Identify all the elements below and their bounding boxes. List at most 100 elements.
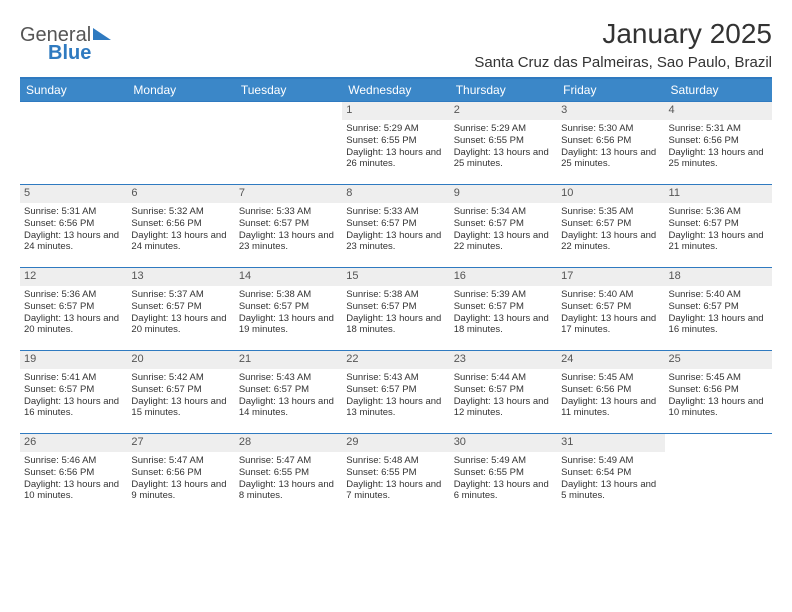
sunrise-text: Sunrise: 5:49 AM (561, 455, 660, 467)
week-row: 19Sunrise: 5:41 AMSunset: 6:57 PMDayligh… (20, 350, 772, 433)
sunrise-text: Sunrise: 5:36 AM (669, 206, 768, 218)
daylight-text: Daylight: 13 hours and 11 minutes. (561, 396, 660, 420)
day-number: . (127, 102, 234, 120)
daylight-text: Daylight: 13 hours and 23 minutes. (346, 230, 445, 254)
sunrise-text: Sunrise: 5:29 AM (346, 123, 445, 135)
sunset-text: Sunset: 6:57 PM (24, 384, 123, 396)
logo-triangle-icon (93, 28, 111, 40)
daylight-text: Daylight: 13 hours and 16 minutes. (24, 396, 123, 420)
dow-friday: Friday (557, 79, 664, 101)
day-cell: 16Sunrise: 5:39 AMSunset: 6:57 PMDayligh… (450, 268, 557, 350)
day-number: 3 (557, 102, 664, 120)
day-number: 15 (342, 268, 449, 286)
dow-monday: Monday (127, 79, 234, 101)
sunset-text: Sunset: 6:56 PM (24, 218, 123, 230)
daylight-text: Daylight: 13 hours and 24 minutes. (24, 230, 123, 254)
logo-text-2: Blue (48, 42, 91, 65)
day-cell: 6Sunrise: 5:32 AMSunset: 6:56 PMDaylight… (127, 185, 234, 267)
day-cell: 10Sunrise: 5:35 AMSunset: 6:57 PMDayligh… (557, 185, 664, 267)
daylight-text: Daylight: 13 hours and 26 minutes. (346, 147, 445, 171)
day-number: 9 (450, 185, 557, 203)
month-title: January 2025 (474, 18, 772, 50)
day-cell: 14 Sunrise: 5:38 AMSunset: 6:57 PMDayligh… (235, 268, 342, 350)
day-cell: 25Sunrise: 5:45 AMSunset: 6:56 PMDayligh… (665, 351, 772, 433)
daylight-text: Daylight: 13 hours and 19 minutes. (239, 313, 338, 337)
sunrise-text: Sunrise: 5:31 AM (669, 123, 768, 135)
dow-tuesday: Tuesday (235, 79, 342, 101)
weeks-container: ...1Sunrise: 5:29 AMSunset: 6:55 PMDayli… (20, 101, 772, 516)
sunrise-text: Sunrise: 5:29 AM (454, 123, 553, 135)
sunset-text: Sunset: 6:55 PM (239, 467, 338, 479)
sunset-text: Sunset: 6:56 PM (561, 135, 660, 147)
header: General January 2025 Santa Cruz das Palm… (20, 18, 772, 71)
sunset-text: Sunset: 6:57 PM (454, 384, 553, 396)
day-cell: . (665, 434, 772, 516)
sunrise-text: Sunrise: 5:40 AM (669, 289, 768, 301)
day-cell: 19Sunrise: 5:41 AMSunset: 6:57 PMDayligh… (20, 351, 127, 433)
sunset-text: Sunset: 6:57 PM (239, 301, 338, 313)
sunrise-text: Sunrise: 5:45 AM (669, 372, 768, 384)
daylight-text: Daylight: 13 hours and 20 minutes. (24, 313, 123, 337)
daylight-text: Daylight: 13 hours and 22 minutes. (454, 230, 553, 254)
day-cell: 31Sunrise: 5:49 AMSunset: 6:54 PMDayligh… (557, 434, 664, 516)
sunset-text: Sunset: 6:57 PM (561, 218, 660, 230)
day-cell: 21Sunrise: 5:43 AMSunset: 6:57 PMDayligh… (235, 351, 342, 433)
sunrise-text: Sunrise: 5:34 AM (454, 206, 553, 218)
sunset-text: Sunset: 6:56 PM (561, 384, 660, 396)
sunset-text: Sunset: 6:56 PM (131, 218, 230, 230)
day-number: 6 (127, 185, 234, 203)
daylight-text: Daylight: 13 hours and 23 minutes. (239, 230, 338, 254)
day-number: 13 (127, 268, 234, 286)
daylight-text: Daylight: 13 hours and 25 minutes. (669, 147, 768, 171)
day-number: 2 (450, 102, 557, 120)
daylight-text: Daylight: 13 hours and 13 minutes. (346, 396, 445, 420)
week-row: ...1Sunrise: 5:29 AMSunset: 6:55 PMDayli… (20, 101, 772, 184)
day-number: 14 (235, 268, 342, 286)
day-number: . (665, 434, 772, 452)
daylight-text: Daylight: 13 hours and 15 minutes. (131, 396, 230, 420)
day-cell: 5Sunrise: 5:31 AMSunset: 6:56 PMDaylight… (20, 185, 127, 267)
day-number: 25 (665, 351, 772, 369)
day-number: 18 (665, 268, 772, 286)
daylight-text: Daylight: 13 hours and 25 minutes. (454, 147, 553, 171)
daylight-text: Daylight: 13 hours and 7 minutes. (346, 479, 445, 503)
dow-thursday: Thursday (450, 79, 557, 101)
day-cell: 2Sunrise: 5:29 AMSunset: 6:55 PMDaylight… (450, 102, 557, 184)
sunrise-text: Sunrise: 5:47 AM (131, 455, 230, 467)
daylight-text: Daylight: 13 hours and 25 minutes. (561, 147, 660, 171)
sunset-text: Sunset: 6:56 PM (669, 384, 768, 396)
day-number: 12 (20, 268, 127, 286)
day-number: . (235, 102, 342, 120)
day-cell: 24Sunrise: 5:45 AMSunset: 6:56 PMDayligh… (557, 351, 664, 433)
day-cell: . (235, 102, 342, 184)
day-cell: . (127, 102, 234, 184)
day-cell: 26Sunrise: 5:46 AMSunset: 6:56 PMDayligh… (20, 434, 127, 516)
sunrise-text: Sunrise: 5:38 AM (239, 289, 338, 301)
sunset-text: Sunset: 6:57 PM (669, 218, 768, 230)
day-cell: 28Sunrise: 5:47 AMSunset: 6:55 PMDayligh… (235, 434, 342, 516)
day-cell: . (20, 102, 127, 184)
week-row: 26Sunrise: 5:46 AMSunset: 6:56 PMDayligh… (20, 433, 772, 516)
day-cell: 29Sunrise: 5:48 AMSunset: 6:55 PMDayligh… (342, 434, 449, 516)
day-number: 26 (20, 434, 127, 452)
sunset-text: Sunset: 6:57 PM (669, 301, 768, 313)
sunset-text: Sunset: 6:57 PM (561, 301, 660, 313)
day-number: 17 (557, 268, 664, 286)
day-number: 22 (342, 351, 449, 369)
day-cell: 15Sunrise: 5:38 AMSunset: 6:57 PMDayligh… (342, 268, 449, 350)
calendar: Sunday Monday Tuesday Wednesday Thursday… (20, 77, 772, 516)
day-cell: 22Sunrise: 5:43 AMSunset: 6:57 PMDayligh… (342, 351, 449, 433)
daylight-text: Daylight: 13 hours and 16 minutes. (669, 313, 768, 337)
day-number: 1 (342, 102, 449, 120)
daylight-text: Daylight: 13 hours and 24 minutes. (131, 230, 230, 254)
day-number: 28 (235, 434, 342, 452)
day-cell: 30Sunrise: 5:49 AMSunset: 6:55 PMDayligh… (450, 434, 557, 516)
sunset-text: Sunset: 6:56 PM (24, 467, 123, 479)
daylight-text: Daylight: 13 hours and 10 minutes. (24, 479, 123, 503)
week-row: 12Sunrise: 5:36 AMSunset: 6:57 PMDayligh… (20, 267, 772, 350)
sunrise-text: Sunrise: 5:43 AM (239, 372, 338, 384)
day-number: 21 (235, 351, 342, 369)
sunrise-text: Sunrise: 5:45 AM (561, 372, 660, 384)
sunset-text: Sunset: 6:57 PM (239, 218, 338, 230)
sunrise-text: Sunrise: 5:49 AM (454, 455, 553, 467)
